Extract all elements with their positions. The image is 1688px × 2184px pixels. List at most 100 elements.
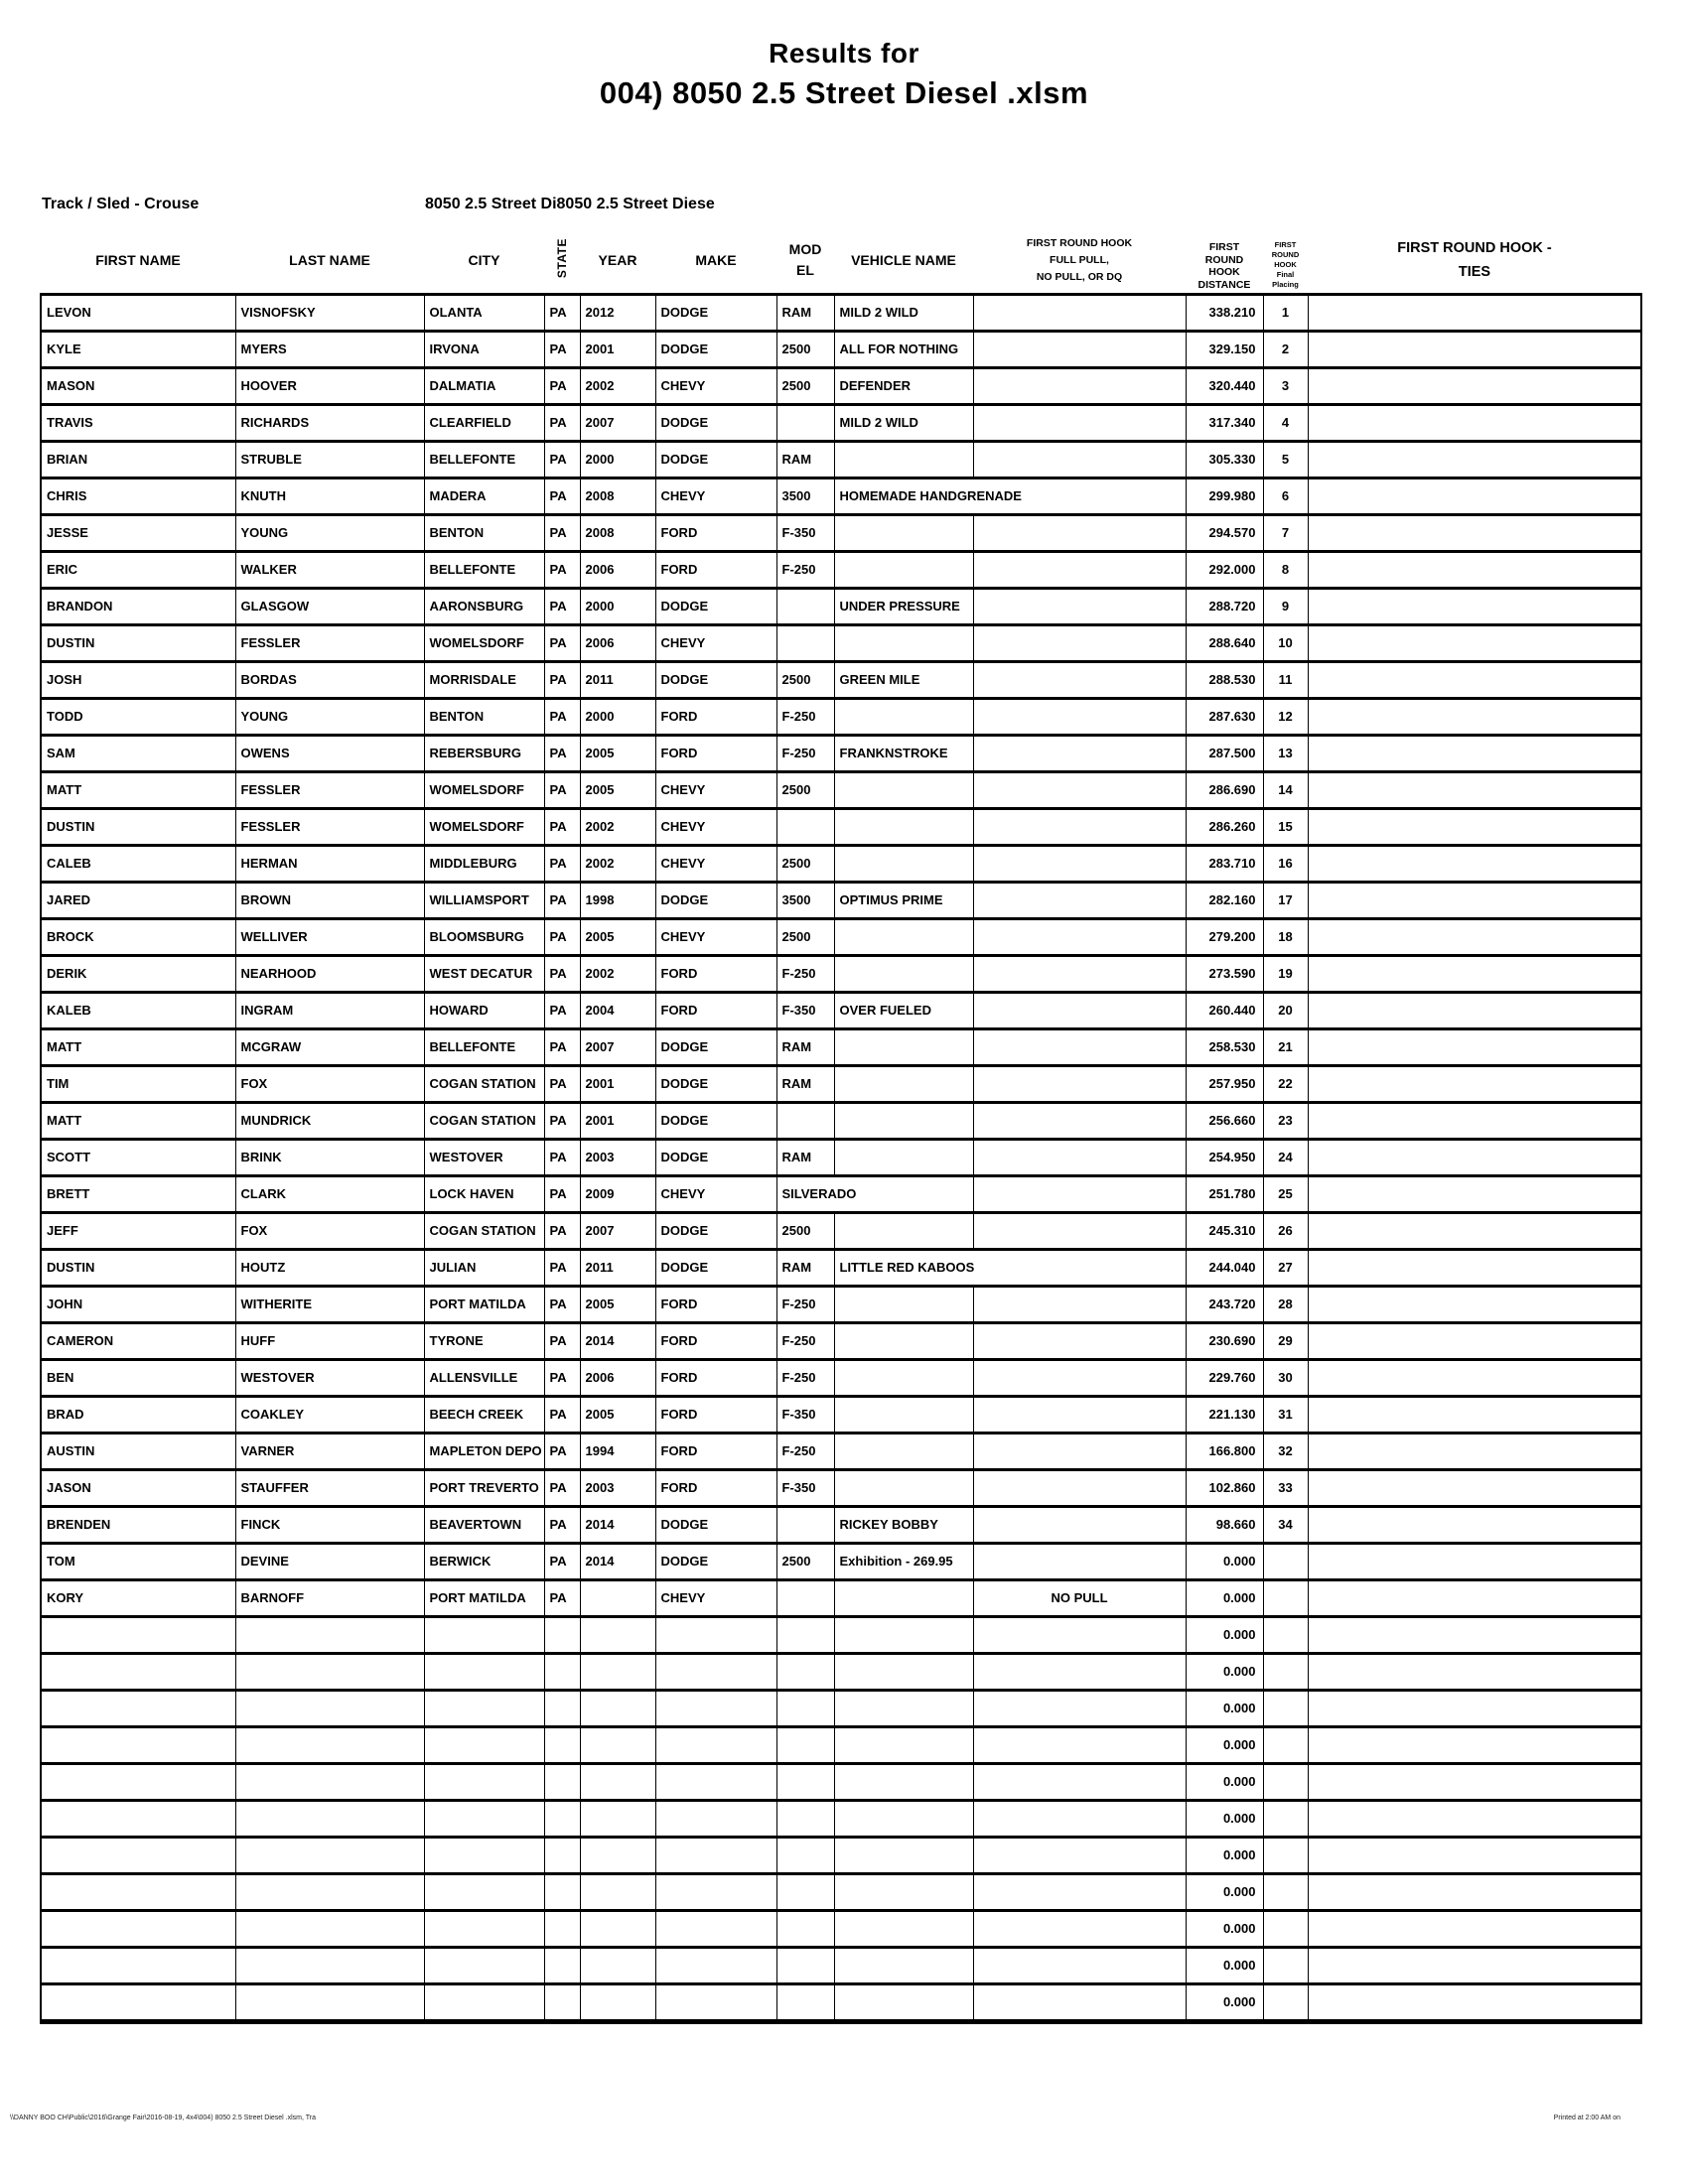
- cell-first-round-ties: [1307, 1248, 1642, 1288]
- cell-first-round-pull: [972, 1138, 1187, 1177]
- cell-year-empty: [579, 1872, 656, 1912]
- cell-first-round-ties: [1307, 440, 1642, 479]
- cell-vehicle-empty: [833, 1909, 974, 1949]
- cell-first-round-placing: 4: [1262, 403, 1309, 443]
- cell-first-round-ties: [1307, 1946, 1642, 1985]
- cell-make: FORD: [654, 734, 777, 773]
- cell-city-empty: [423, 1799, 545, 1839]
- cell-state: PA: [543, 477, 581, 516]
- table-row-empty: 0.000: [40, 1652, 1642, 1692]
- table-row: DUSTIN HOUTZ JULIAN PA 2011 DODGE RAM LITTLE RE…: [40, 1248, 1642, 1288]
- col-header-first-round-ties: FIRST ROUND HOOK - TIES: [1397, 239, 1552, 281]
- cell-first-round-pull: [972, 991, 1187, 1030]
- cell-first-round-distance: 245.310: [1185, 1211, 1264, 1251]
- cell-model: 2500: [775, 660, 835, 700]
- cell-vehicle-empty: [833, 1725, 974, 1765]
- cell-city-empty: [423, 1946, 545, 1985]
- cell-first-round-distance: 286.260: [1185, 807, 1264, 847]
- col-header-vehicle-name: VEHICLE NAME: [851, 251, 956, 268]
- cell-city: COGAN STATION: [423, 1211, 545, 1251]
- cell-first-empty: [40, 1982, 236, 2024]
- cell-make: CHEVY: [654, 770, 777, 810]
- cell-first-name: JARED: [40, 881, 236, 920]
- cell-first-round-ties: [1307, 513, 1642, 553]
- cell-first-round-pull: [972, 513, 1187, 553]
- cell-first-round-ties: [1307, 623, 1642, 663]
- cell-year: 2000: [579, 440, 656, 479]
- table-row: SCOTT BRINK WESTOVER PA 2003 DODGE RAM 254.950 2…: [40, 1138, 1642, 1177]
- cell-vehicle-empty: [833, 1615, 974, 1655]
- cell-make-empty: [654, 1762, 777, 1802]
- cell-last-name: STRUBLE: [234, 440, 425, 479]
- cell-first-round-pull: [972, 1285, 1187, 1324]
- cell-first-round-ties: [1307, 1358, 1642, 1398]
- cell-first-name: DUSTIN: [40, 1248, 236, 1288]
- cell-last-name: INGRAM: [234, 991, 425, 1030]
- cell-pull-empty: [972, 1615, 1187, 1655]
- cell-state: PA: [543, 1468, 581, 1508]
- cell-state-empty: [543, 1799, 581, 1839]
- cell-first-round-pull: [972, 917, 1187, 957]
- report-title: Results for 004) 8050 2.5 Street Diesel …: [0, 38, 1688, 111]
- cell-last-name: FESSLER: [234, 807, 425, 847]
- cell-first-name: CALEB: [40, 844, 236, 884]
- col-header-last-name: LAST NAME: [289, 251, 370, 268]
- cell-first-round-pull: [972, 1468, 1187, 1508]
- cell-state-empty: [543, 1725, 581, 1765]
- cell-year: 2011: [579, 660, 656, 700]
- cell-vehicle-name: [833, 440, 974, 479]
- cell-first-round-ties: [1307, 1725, 1642, 1765]
- cell-make-empty: [654, 1652, 777, 1692]
- cell-year: 2005: [579, 770, 656, 810]
- cell-state: PA: [543, 917, 581, 957]
- cell-first-name: JASON: [40, 1468, 236, 1508]
- cell-first-round-ties: [1307, 1432, 1642, 1471]
- cell-first-round-pull: [972, 1174, 1187, 1214]
- cell-city: MIDDLEBURG: [423, 844, 545, 884]
- cell-state-empty: [543, 1946, 581, 1985]
- table-row-empty: 0.000: [40, 1909, 1642, 1949]
- cell-first-round-pull: [972, 881, 1187, 920]
- cell-model: [775, 1101, 835, 1141]
- cell-first-round-distance: 273.590: [1185, 954, 1264, 994]
- cell-first-round-pull: [972, 1358, 1187, 1398]
- cell-last-empty: [234, 1946, 425, 1985]
- cell-first-round-ties: [1307, 1542, 1642, 1581]
- cell-first-name: KORY: [40, 1578, 236, 1618]
- cell-last-name: DEVINE: [234, 1542, 425, 1581]
- cell-first-round-placing: 27: [1262, 1248, 1309, 1288]
- cell-state: PA: [543, 770, 581, 810]
- col-header-make: MAKE: [695, 251, 737, 268]
- cell-model: F-350: [775, 1468, 835, 1508]
- cell-model: F-350: [775, 991, 835, 1030]
- cell-vehicle-name: [833, 550, 974, 590]
- cell-first-round-distance: 305.330: [1185, 440, 1264, 479]
- cell-first-round-placing: 26: [1262, 1211, 1309, 1251]
- cell-make: FORD: [654, 697, 777, 737]
- cell-first-round-placing: [1262, 1652, 1309, 1692]
- cell-city: REBERSBURG: [423, 734, 545, 773]
- cell-first-round-ties: [1307, 1321, 1642, 1361]
- table-row: JOSH BORDAS MORRISDALE PA 2011 DODGE 2500 GREEN…: [40, 660, 1642, 700]
- cell-model: RAM: [775, 1064, 835, 1104]
- cell-year: 2009: [579, 1174, 656, 1214]
- cell-first-round-pull: [972, 550, 1187, 590]
- cell-first-round-placing: 21: [1262, 1027, 1309, 1067]
- cell-first-round-ties: [1307, 1982, 1642, 2024]
- cell-state-empty: [543, 1689, 581, 1728]
- cell-first-round-pull: [972, 1064, 1187, 1104]
- cell-first-round-ties: [1307, 1395, 1642, 1434]
- cell-first-name: KYLE: [40, 330, 236, 369]
- cell-first-round-placing: 30: [1262, 1358, 1309, 1398]
- cell-first-round-distance: 221.130: [1185, 1395, 1264, 1434]
- cell-first-empty: [40, 1762, 236, 1802]
- cell-last-name: MUNDRICK: [234, 1101, 425, 1141]
- cell-first-round-ties: [1307, 770, 1642, 810]
- cell-last-empty: [234, 1652, 425, 1692]
- cell-first-round-ties: [1307, 292, 1642, 333]
- table-row: BROCK WELLIVER BLOOMSBURG PA 2005 CHEVY 2500 27…: [40, 917, 1642, 957]
- cell-first-round-distance: 254.950: [1185, 1138, 1264, 1177]
- cell-first-round-ties: [1307, 1762, 1642, 1802]
- cell-make: CHEVY: [654, 366, 777, 406]
- cell-first-round-ties: [1307, 1138, 1642, 1177]
